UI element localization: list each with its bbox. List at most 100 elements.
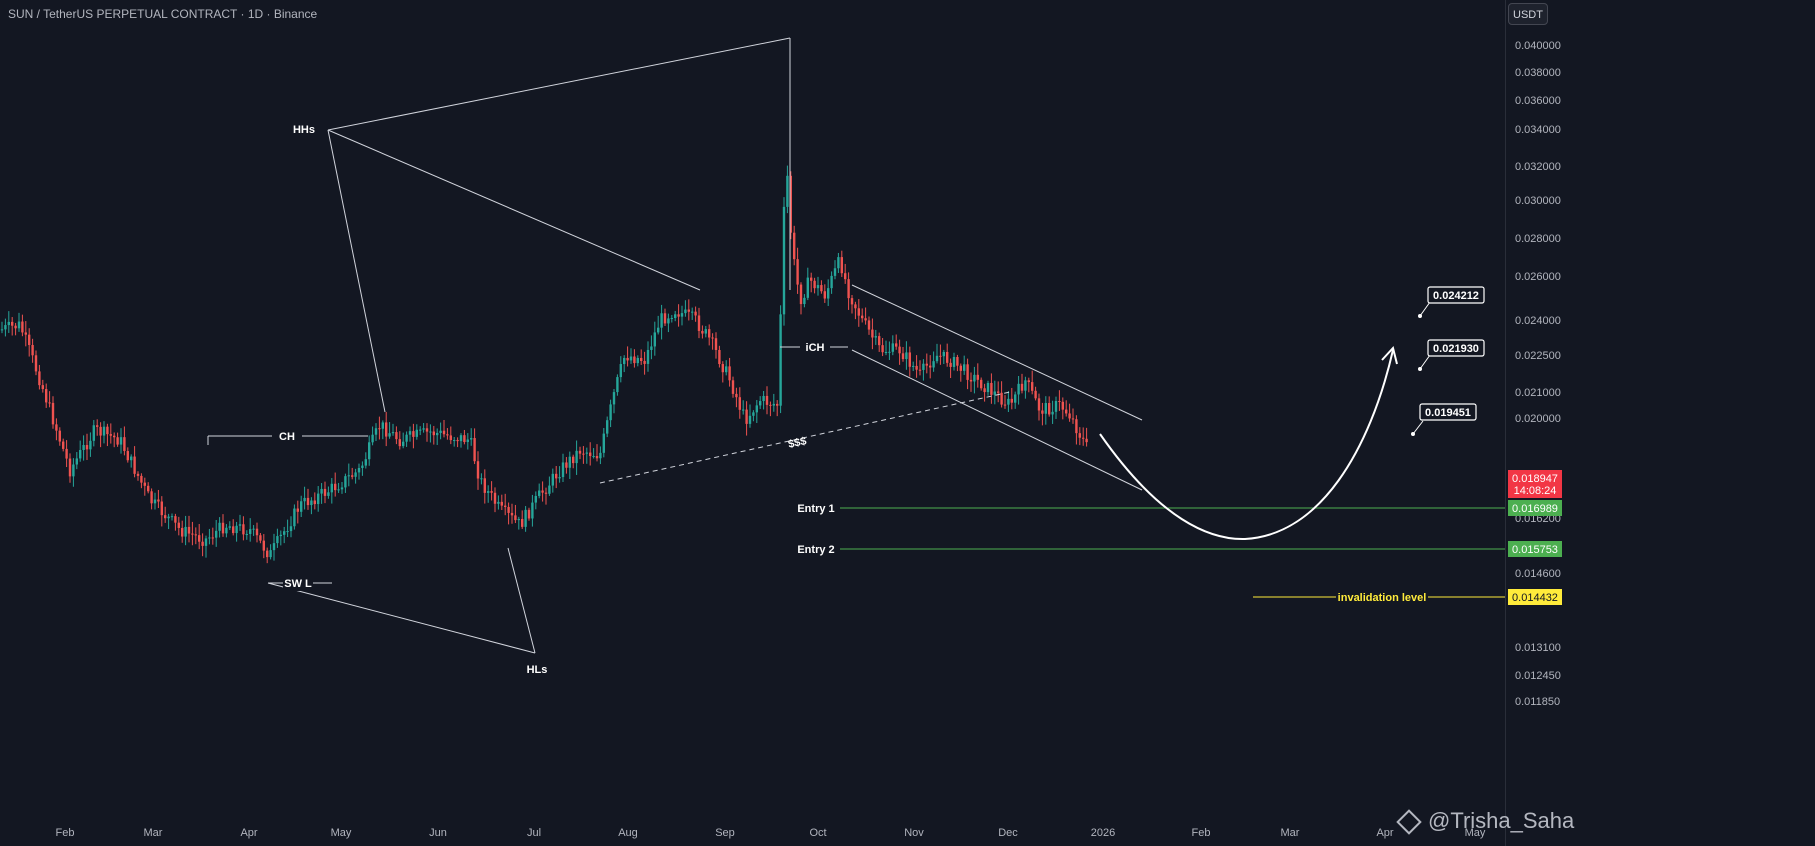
candle-body bbox=[1054, 401, 1058, 412]
invalidation-price-value: 0.014432 bbox=[1512, 592, 1558, 604]
liquidity-trendline bbox=[599, 391, 1011, 484]
candle-body bbox=[289, 526, 293, 532]
currency-button[interactable]: USDT bbox=[1508, 3, 1548, 25]
candle-body bbox=[28, 334, 31, 345]
candle-body bbox=[167, 516, 170, 519]
candle-body bbox=[986, 382, 990, 393]
candle-body bbox=[568, 456, 571, 468]
candle-body bbox=[130, 456, 133, 461]
candle-body bbox=[221, 522, 225, 534]
candle-body bbox=[249, 529, 252, 534]
entry1-price-badge bbox=[1508, 500, 1562, 516]
candle-body bbox=[922, 363, 925, 370]
candle-body bbox=[636, 357, 639, 364]
candle-body bbox=[259, 535, 262, 541]
candle-body bbox=[497, 501, 500, 504]
candle-body bbox=[92, 425, 95, 441]
candle-body bbox=[881, 345, 884, 353]
candle-body bbox=[714, 338, 718, 350]
candle-body bbox=[245, 533, 248, 535]
candle-body bbox=[303, 497, 306, 502]
price-tick-label: 0.038000 bbox=[1515, 67, 1561, 79]
candle-body bbox=[932, 361, 935, 368]
candle-body bbox=[99, 426, 102, 436]
price-tick-label: 0.013100 bbox=[1515, 642, 1561, 654]
candle-body bbox=[198, 535, 201, 542]
candle-body bbox=[527, 509, 531, 519]
candle-body bbox=[412, 431, 415, 437]
candle-body bbox=[725, 366, 728, 373]
candle-body bbox=[867, 320, 871, 330]
candle-body bbox=[187, 526, 191, 534]
candle-body bbox=[963, 364, 966, 371]
candle-body bbox=[17, 321, 21, 329]
candle-body bbox=[459, 435, 463, 442]
candle-body bbox=[633, 356, 636, 364]
candle-body bbox=[820, 285, 823, 292]
candle-body bbox=[776, 403, 779, 406]
hh-line-down bbox=[327, 129, 386, 413]
entry1-label-bg bbox=[794, 500, 838, 515]
candle-body bbox=[544, 492, 548, 494]
candle-body bbox=[232, 526, 235, 534]
countdown-timer: 14:08:24 bbox=[1514, 485, 1557, 497]
candle-body bbox=[674, 314, 677, 318]
candle-body bbox=[908, 352, 911, 367]
time-axis-label: Oct bbox=[809, 827, 826, 839]
candle-body bbox=[888, 351, 891, 353]
candle-body bbox=[422, 428, 425, 430]
candle-body bbox=[463, 435, 466, 443]
candle-body bbox=[7, 321, 10, 326]
candle-body bbox=[425, 428, 429, 432]
candle-body bbox=[990, 382, 993, 395]
candle-body bbox=[840, 257, 843, 274]
candle-body bbox=[721, 364, 724, 373]
time-axis-label: Jun bbox=[429, 827, 447, 839]
candle-body bbox=[116, 437, 119, 445]
candle-body bbox=[983, 388, 986, 393]
candle-body bbox=[575, 450, 578, 464]
candle-body bbox=[507, 506, 510, 513]
price-tick-label: 0.021000 bbox=[1515, 387, 1561, 399]
candle-body bbox=[667, 318, 670, 324]
candle-body bbox=[123, 437, 126, 452]
candle-body bbox=[901, 353, 905, 360]
candle-body bbox=[150, 491, 153, 504]
candle-body bbox=[646, 349, 650, 364]
candle-body bbox=[252, 528, 255, 530]
candle-body bbox=[602, 433, 605, 453]
candle-body bbox=[266, 550, 269, 558]
current-price-badge bbox=[1508, 470, 1562, 498]
channel-lower-line bbox=[851, 349, 1143, 491]
price-tick-label: 0.012450 bbox=[1515, 670, 1561, 682]
candle-body bbox=[1017, 383, 1020, 395]
time-axis-label: Feb bbox=[56, 827, 75, 839]
candle-body bbox=[653, 332, 656, 347]
price-tick-label: 0.024000 bbox=[1515, 315, 1561, 327]
candle-body bbox=[262, 540, 265, 551]
candle-body bbox=[204, 538, 208, 546]
time-axis-label: Feb bbox=[1192, 827, 1211, 839]
candle-body bbox=[823, 291, 826, 299]
candle-body bbox=[691, 311, 694, 313]
candle-body bbox=[694, 311, 697, 316]
candle-body bbox=[810, 277, 813, 281]
candle-body bbox=[718, 349, 721, 365]
candle-body bbox=[789, 175, 792, 233]
candle-body bbox=[96, 425, 99, 427]
candle-body bbox=[45, 389, 48, 403]
candle-body bbox=[538, 490, 541, 496]
candle-body bbox=[833, 268, 837, 276]
swl-label: SW L bbox=[284, 578, 312, 590]
candle-body bbox=[1000, 392, 1003, 405]
candle-body bbox=[929, 365, 932, 368]
candle-body bbox=[609, 404, 612, 421]
candle-body bbox=[82, 445, 85, 450]
candle-body bbox=[269, 550, 272, 558]
candle-body bbox=[337, 489, 340, 491]
candle-body bbox=[905, 352, 908, 360]
candle-body bbox=[113, 435, 116, 438]
candle-body bbox=[79, 449, 82, 459]
